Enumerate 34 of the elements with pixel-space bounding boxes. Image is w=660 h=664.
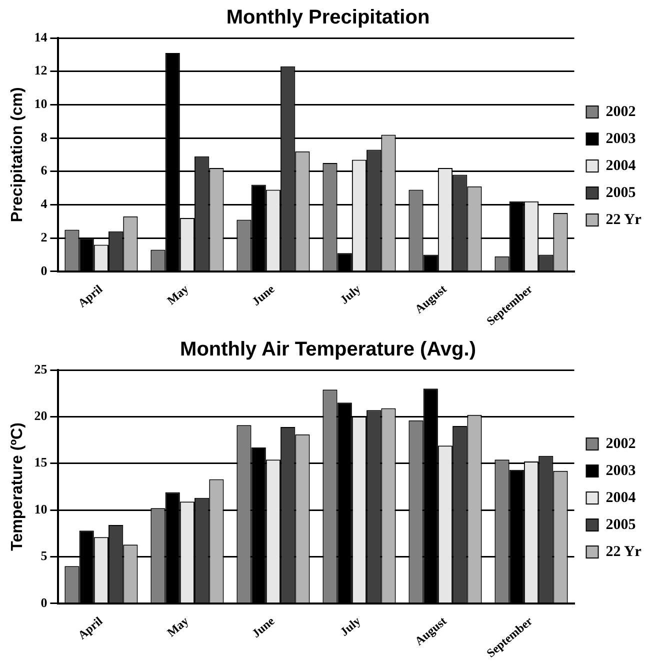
x-tick-label: June — [249, 281, 278, 308]
y-tick-label: 5 — [40, 548, 48, 564]
y-tick-label: 0 — [40, 594, 48, 610]
legend-label: 2002 — [606, 104, 636, 120]
legend-label: 2004 — [606, 490, 636, 506]
y-tick-label: 25 — [34, 361, 48, 376]
y-tick-label: 2 — [40, 229, 48, 244]
legend-label: 22 Yr — [606, 212, 642, 228]
chart-title: Monthly Precipitation — [226, 6, 430, 29]
legend-label: 2003 — [606, 130, 636, 147]
x-tick-label: May — [164, 282, 192, 308]
legend-label: 22 Yr — [606, 544, 642, 560]
legend-label: 2002 — [606, 436, 636, 452]
y-tick-label: 20 — [34, 408, 48, 424]
y-axis-title: Temperature (ºC) — [9, 422, 26, 551]
x-tick-label: June — [249, 613, 278, 640]
y-tick-label: 8 — [40, 129, 48, 144]
legend-label: 2003 — [606, 462, 636, 479]
y-tick-label: 15 — [34, 454, 48, 470]
x-tick-label: July — [337, 614, 364, 639]
y-tick-label: 0 — [40, 262, 48, 278]
y-tick-label: 6 — [40, 162, 48, 178]
legend-label: 2004 — [606, 158, 636, 174]
y-tick-label: 10 — [34, 96, 48, 112]
y-tick-label: 4 — [40, 196, 48, 212]
x-tick-label: July — [337, 282, 364, 307]
y-tick-label: 14 — [34, 29, 48, 44]
y-tick-label: 12 — [34, 62, 48, 78]
x-tick-label: May — [164, 614, 192, 640]
legend-label: 2005 — [606, 516, 636, 533]
legend-label: 2005 — [606, 184, 636, 201]
y-axis-title: Precipitation (cm) — [9, 87, 26, 222]
y-tick-label: 10 — [34, 501, 48, 516]
chart-title: Monthly Air Temperature (Avg.) — [180, 338, 476, 361]
